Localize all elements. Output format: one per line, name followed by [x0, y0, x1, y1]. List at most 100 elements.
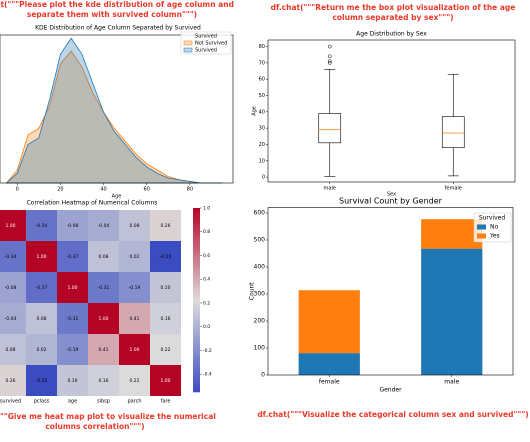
- y-tick-label: 100: [254, 345, 266, 352]
- cell-label: 0.10: [160, 285, 170, 291]
- chart-title: Correlation Heatmap of Numerical Columns: [27, 200, 158, 207]
- cell-label: -0.08: [67, 223, 79, 229]
- colorbar-slice: [193, 382, 200, 387]
- heatmap-cell: [150, 241, 181, 272]
- box: [441, 116, 465, 149]
- heatmap-cell: [88, 303, 119, 334]
- heatmap-cell: [0, 365, 26, 396]
- heatmap-cell: [150, 272, 181, 303]
- heatmap-cell: [119, 241, 150, 272]
- cell-label: -0.34: [36, 223, 48, 229]
- colorbar-slice: [193, 376, 200, 381]
- bar-segment: [421, 248, 483, 375]
- y-tick-label: 200: [254, 318, 266, 325]
- heatmap-cell: [88, 272, 119, 303]
- colorbar-slice: [193, 244, 200, 249]
- colorbar-slice: [193, 238, 200, 243]
- heatmap-cell: [0, 334, 26, 365]
- chart-title: Survival Count by Gender: [339, 197, 443, 206]
- cell-label: -0.04: [98, 223, 110, 229]
- colorbar-slice: [193, 217, 200, 221]
- colorbar-slice: [193, 358, 200, 362]
- cell-label: 0.10: [67, 378, 77, 384]
- x-tick-label: sibsp: [97, 399, 110, 405]
- colorbar-tick-label: -0.4: [203, 372, 212, 378]
- colorbar-slice: [193, 287, 200, 292]
- colorbar-slice: [193, 385, 200, 390]
- heatmap-cell: [119, 365, 150, 396]
- x-tick-label: 80: [187, 187, 193, 193]
- cell-label: -0.19: [129, 285, 141, 291]
- flier: [327, 44, 332, 49]
- cell-label: -0.37: [36, 285, 48, 291]
- colorbar-slice: [193, 211, 200, 215]
- colorbar-slice: [193, 275, 200, 279]
- cell-label: 0.41: [129, 316, 139, 322]
- cell-label: 0.22: [160, 347, 170, 353]
- colorbar-slice: [193, 247, 200, 252]
- heatmap-cell: [57, 241, 88, 272]
- plot-frame: [267, 207, 514, 376]
- heatmap-cell: [150, 365, 181, 396]
- cell-label: 0.08: [5, 347, 15, 353]
- x-tick-label: parch: [127, 399, 141, 405]
- x-tick-label: 40: [100, 187, 106, 193]
- x-tick-label: male: [324, 186, 336, 192]
- colorbar-slice: [193, 309, 200, 313]
- cell-label: 0.02: [36, 347, 46, 353]
- cell-label: 0.08: [129, 223, 139, 229]
- caption: hat("""Please plot the kde distribution …: [0, 0, 234, 9]
- colorbar-slice: [193, 272, 200, 276]
- kde-area: [5, 37, 223, 184]
- caption: df.chat("""Visualize the categorical col…: [257, 410, 528, 419]
- colorbar-slice: [193, 336, 200, 341]
- heatmap-cell: [88, 241, 119, 272]
- colorbar-slice: [193, 260, 200, 264]
- cell-label: 1.00: [129, 347, 139, 353]
- cell-label: 1.00: [160, 378, 170, 384]
- x-axis-label: Sex: [387, 192, 396, 198]
- colorbar-slice: [193, 312, 200, 316]
- cell-label: -0.34: [5, 254, 17, 260]
- colorbar-slice: [193, 257, 200, 261]
- colorbar-slice: [193, 352, 200, 356]
- y-tick-label: 70: [259, 60, 265, 66]
- heatmap-cell: [150, 334, 181, 365]
- cell-label: 1.00: [98, 316, 108, 322]
- colorbar-tick-label: 0.0: [203, 324, 210, 330]
- heatmap-cell: [119, 334, 150, 365]
- legend-title: Survived: [195, 34, 217, 40]
- x-tick-label: 0: [16, 187, 19, 193]
- y-axis-label: Age: [252, 106, 258, 116]
- heatmap-cell: [150, 303, 181, 334]
- legend-box: [180, 31, 232, 55]
- bar-segment: [298, 290, 360, 354]
- y-tick-label: 20: [259, 142, 265, 148]
- cell-label: 0.16: [160, 316, 170, 322]
- cell-label: -0.55: [36, 378, 48, 384]
- x-tick-label: 60: [144, 187, 150, 193]
- heatmap-cell: [150, 210, 181, 241]
- flier: [327, 59, 332, 64]
- heatmap-cell: [57, 365, 88, 396]
- box: [318, 113, 342, 144]
- colorbar-slice: [193, 373, 200, 377]
- colorbar-slice: [193, 342, 200, 347]
- x-tick-label: pclass: [34, 399, 50, 405]
- cell-label: -0.08: [5, 285, 17, 291]
- y-tick-label: 500: [254, 237, 266, 244]
- legend-label: Yes: [489, 233, 500, 240]
- heatmap-cell: [88, 365, 119, 396]
- cell-label: 0.26: [5, 378, 15, 384]
- heatmap-cell: [57, 272, 88, 303]
- cell-label: -0.19: [67, 347, 79, 353]
- plot-frame: [267, 39, 516, 183]
- caption: separate them with survived column"""): [27, 10, 197, 19]
- colorbar-slice: [193, 361, 200, 365]
- x-tick-label: age: [68, 399, 77, 405]
- cell-label: -0.04: [5, 316, 17, 322]
- heatmap-cell: [0, 210, 26, 241]
- chart-title: Age Distribution by Sex: [356, 31, 427, 38]
- heatmap-cell: [88, 334, 119, 365]
